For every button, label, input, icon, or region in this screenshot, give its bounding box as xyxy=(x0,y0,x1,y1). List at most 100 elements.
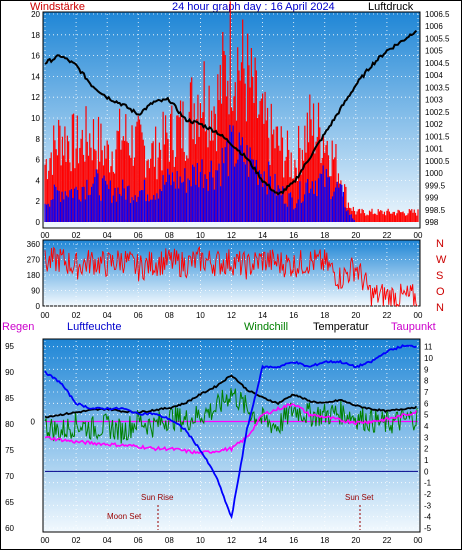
y-tick-label: 75 xyxy=(5,446,14,455)
x-tick-label: 20 xyxy=(351,311,360,320)
rain-label: Regen xyxy=(2,321,34,333)
y2-tick-label: -1 xyxy=(424,479,432,488)
y2-tick-label: 1005 xyxy=(425,47,443,56)
y-tick-label: 90 xyxy=(5,368,14,377)
y2-tick-label: 11 xyxy=(424,343,433,352)
temperature-humidity-marks xyxy=(44,344,418,520)
x-tick-label: 12 xyxy=(227,311,236,320)
humidity-line xyxy=(44,344,417,520)
x-tick-label: 00 xyxy=(41,536,50,545)
x-tick-label: 08 xyxy=(165,311,174,320)
y2-tick-label: 1006 xyxy=(425,22,443,31)
wind-direction-line xyxy=(44,245,418,308)
y2-tick-label: 999.5 xyxy=(425,181,446,190)
wind-pressure-ticks: 02468101214161820998998.5999999.51000100… xyxy=(31,10,450,240)
y2-tick-label: 9 xyxy=(424,365,429,374)
y2-tick-label: 1006.5 xyxy=(425,10,450,19)
x-tick-label: 02 xyxy=(72,536,81,545)
temperature-humidity-panel xyxy=(42,338,421,533)
sunrise-label: Sun Rise xyxy=(141,493,174,502)
temperature-humidity-ticks: 6065707580859095-5-4-3-2-101234567891011… xyxy=(5,342,433,545)
x-tick-label: 18 xyxy=(320,311,329,320)
x-tick-label: 04 xyxy=(103,536,112,545)
x-tick-label: 06 xyxy=(134,536,143,545)
dewpoint-label: Taupunkt xyxy=(391,321,436,333)
x-tick-label: 02 xyxy=(72,311,81,320)
y-tick-label: 85 xyxy=(5,394,14,403)
x-tick-label: 06 xyxy=(134,231,143,240)
y-tick-label: 70 xyxy=(5,472,14,481)
y-tick-label: 360 xyxy=(27,240,41,249)
x-tick-label: 22 xyxy=(382,231,391,240)
y2-tick-label: 1 xyxy=(424,456,429,465)
y-tick-label: 65 xyxy=(5,498,14,507)
wind-speed-axis-title: Windstärke xyxy=(30,1,85,13)
y2-tick-label: 1004 xyxy=(425,71,443,80)
temperature-label: Temperatur xyxy=(313,321,369,333)
y-tick-label: 8 xyxy=(36,135,41,144)
y2-tick-label: 998 xyxy=(425,218,439,227)
y2-tick-label: 1004.5 xyxy=(425,59,450,68)
y2-tick-label: 5 xyxy=(424,411,429,420)
direction-letter: N xyxy=(436,302,444,314)
y2-tick-label: 2 xyxy=(424,445,429,454)
y-tick-label: 0 xyxy=(36,302,41,311)
direction-letter: W xyxy=(436,254,447,266)
y-tick-label: 6 xyxy=(36,156,41,165)
x-tick-label: 20 xyxy=(351,231,360,240)
x-tick-label: 00 xyxy=(41,311,50,320)
x-tick-label: 00 xyxy=(414,536,423,545)
y-tick-label: 2 xyxy=(36,197,41,206)
y2-tick-label: 0 xyxy=(424,467,429,476)
x-tick-label: 16 xyxy=(289,536,298,545)
x-tick-label: 14 xyxy=(258,536,267,545)
y2-tick-label: 7 xyxy=(424,388,429,397)
x-tick-label: 06 xyxy=(134,311,143,320)
y2-tick-label: 6 xyxy=(424,399,429,408)
dewpoint-line xyxy=(44,403,418,456)
y2-tick-label: 1005.5 xyxy=(425,34,450,43)
x-tick-label: 22 xyxy=(382,311,391,320)
x-tick-label: 12 xyxy=(227,536,236,545)
rain-marker: 0 xyxy=(31,418,36,427)
x-tick-label: 14 xyxy=(258,311,267,320)
direction-letter: N xyxy=(436,238,444,250)
y-tick-label: 18 xyxy=(31,31,40,40)
humidity-label: Luftfeuchte xyxy=(67,321,121,333)
y2-tick-label: 1002 xyxy=(425,120,443,129)
direction-letter: O xyxy=(436,286,445,298)
windchill-line xyxy=(44,388,418,444)
direction-letter: S xyxy=(436,270,443,282)
x-tick-label: 00 xyxy=(41,231,50,240)
x-tick-label: 18 xyxy=(320,231,329,240)
x-tick-label: 10 xyxy=(196,231,205,240)
y2-tick-label: 1001 xyxy=(425,145,443,154)
y2-tick-label: 1003 xyxy=(425,96,443,105)
y2-tick-label: 4 xyxy=(424,422,429,431)
x-tick-label: 04 xyxy=(103,231,112,240)
y2-tick-label: 1001.5 xyxy=(425,132,450,141)
y2-tick-label: -2 xyxy=(424,490,432,499)
x-tick-label: 18 xyxy=(320,536,329,545)
y-tick-label: 12 xyxy=(31,93,40,102)
x-tick-label: 14 xyxy=(258,231,267,240)
y2-tick-label: 999 xyxy=(425,194,439,203)
y-tick-label: 80 xyxy=(5,420,14,429)
moonset-label: Moon Set xyxy=(107,512,142,521)
y-tick-label: 14 xyxy=(31,72,40,81)
x-tick-label: 22 xyxy=(382,536,391,545)
x-tick-label: 00 xyxy=(414,311,423,320)
y-tick-label: 20 xyxy=(31,10,40,19)
x-tick-label: 04 xyxy=(103,311,112,320)
y-tick-label: 180 xyxy=(27,271,41,280)
y-tick-label: 95 xyxy=(5,342,14,351)
y-tick-label: 10 xyxy=(31,114,40,123)
x-tick-label: 10 xyxy=(196,311,205,320)
x-tick-label: 08 xyxy=(165,536,174,545)
y-tick-label: 16 xyxy=(31,52,40,61)
y2-tick-label: 1000 xyxy=(425,169,443,178)
y-tick-label: 0 xyxy=(36,218,41,227)
x-tick-label: 10 xyxy=(196,536,205,545)
x-tick-label: 02 xyxy=(72,231,81,240)
